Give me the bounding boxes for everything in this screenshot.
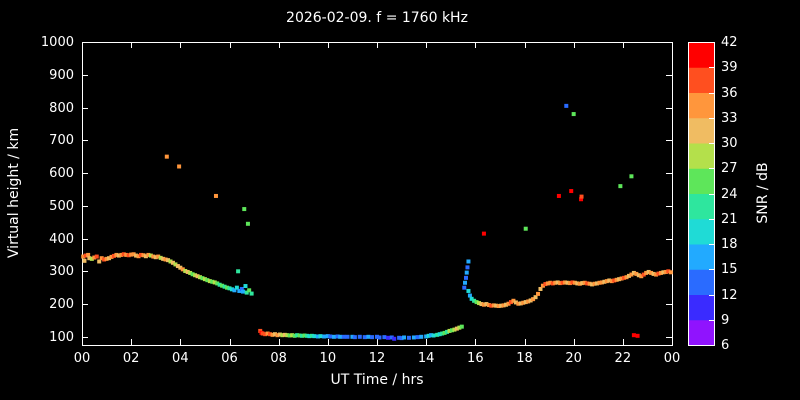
colorbar-label: SNR / dB: [755, 162, 771, 224]
y-axis-label: Virtual height / km: [6, 127, 22, 259]
chart-title: 2026-02-09. f = 1760 kHz: [286, 10, 468, 26]
x-axis-label: UT Time / hrs: [330, 372, 424, 388]
